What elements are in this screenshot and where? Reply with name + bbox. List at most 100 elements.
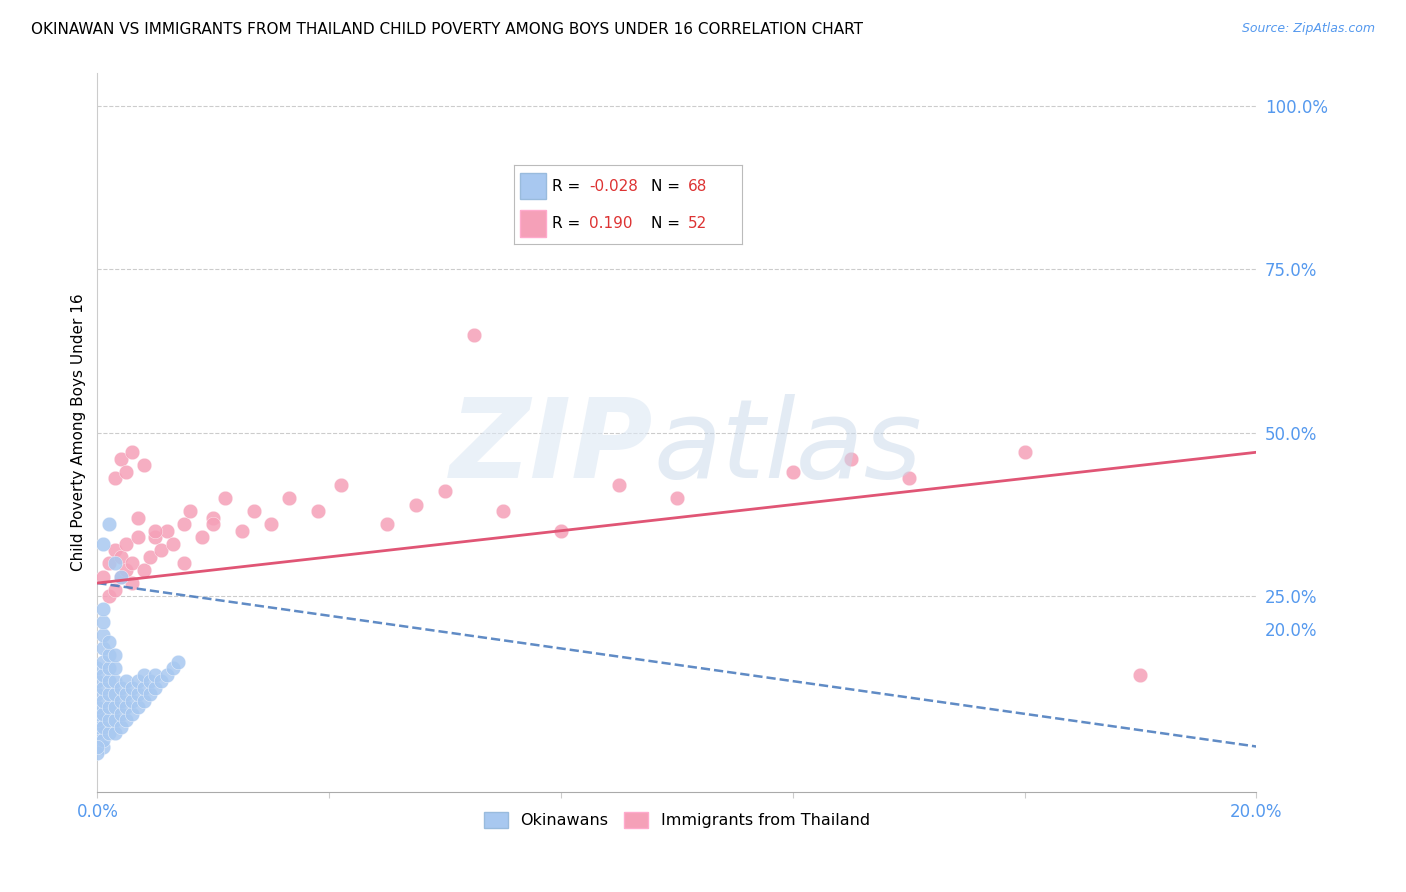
Bar <box>520 211 546 236</box>
Point <box>579 210 602 224</box>
Legend: Okinawans, Immigrants from Thailand: Okinawans, Immigrants from Thailand <box>477 805 876 835</box>
Point <box>127 687 149 701</box>
Point <box>91 667 114 681</box>
Point <box>110 569 132 583</box>
Point <box>104 557 127 571</box>
Point <box>127 510 149 524</box>
Point <box>115 687 138 701</box>
Point <box>104 700 127 714</box>
Point <box>86 687 108 701</box>
Point <box>104 543 127 558</box>
Point <box>91 628 114 642</box>
Point <box>97 726 120 740</box>
Point <box>86 674 108 689</box>
Point <box>202 517 225 532</box>
Point <box>138 549 160 564</box>
Point <box>91 655 114 669</box>
Point <box>243 504 266 518</box>
Point <box>121 445 143 459</box>
Point <box>231 524 253 538</box>
Point <box>782 465 804 479</box>
Point <box>115 563 138 577</box>
Point <box>97 589 120 603</box>
Point <box>138 674 160 689</box>
Point <box>110 694 132 708</box>
Point <box>91 720 114 734</box>
Point <box>121 557 143 571</box>
Point <box>97 714 120 728</box>
Point <box>86 739 108 754</box>
Point <box>115 714 138 728</box>
Text: 68: 68 <box>688 179 707 194</box>
Text: R =: R = <box>553 179 585 194</box>
Point <box>121 694 143 708</box>
Point <box>143 530 166 544</box>
Y-axis label: Child Poverty Among Boys Under 16: Child Poverty Among Boys Under 16 <box>72 293 86 572</box>
Point <box>110 706 132 721</box>
Point <box>1014 445 1036 459</box>
Point <box>104 726 127 740</box>
Text: N =: N = <box>651 179 685 194</box>
Point <box>91 569 114 583</box>
Point <box>86 720 108 734</box>
Point <box>143 667 166 681</box>
Point <box>110 720 132 734</box>
Point <box>121 706 143 721</box>
Point <box>150 543 173 558</box>
Point <box>132 458 155 473</box>
Point <box>550 524 572 538</box>
Point <box>97 687 120 701</box>
Point <box>434 484 457 499</box>
Bar <box>520 173 546 200</box>
Point <box>492 504 515 518</box>
Text: 52: 52 <box>688 216 707 231</box>
Point <box>91 681 114 695</box>
Point <box>91 537 114 551</box>
Point <box>329 478 352 492</box>
Point <box>86 739 108 754</box>
Point <box>91 694 114 708</box>
Point <box>167 655 190 669</box>
Point <box>115 700 138 714</box>
Text: R =: R = <box>553 216 591 231</box>
Point <box>190 530 212 544</box>
Point <box>607 478 630 492</box>
Point <box>307 504 329 518</box>
Point <box>97 648 120 662</box>
Point <box>127 700 149 714</box>
Point <box>110 549 132 564</box>
Point <box>91 706 114 721</box>
Point <box>162 537 184 551</box>
Point <box>179 504 201 518</box>
Point <box>121 681 143 695</box>
Point <box>104 661 127 675</box>
Point <box>127 530 149 544</box>
Point <box>91 641 114 656</box>
Point <box>405 498 427 512</box>
Point <box>104 648 127 662</box>
Point <box>104 582 127 597</box>
Point <box>138 687 160 701</box>
Point <box>110 451 132 466</box>
Point <box>86 661 108 675</box>
Point <box>104 471 127 485</box>
Point <box>104 674 127 689</box>
Point <box>97 674 120 689</box>
Text: ZIP: ZIP <box>450 393 654 500</box>
Point <box>97 635 120 649</box>
Text: Source: ZipAtlas.com: Source: ZipAtlas.com <box>1241 22 1375 36</box>
Point <box>110 569 132 583</box>
Point <box>86 733 108 747</box>
Point <box>121 576 143 591</box>
Point <box>97 557 120 571</box>
Point <box>375 517 398 532</box>
Point <box>132 694 155 708</box>
Text: 0.190: 0.190 <box>589 216 633 231</box>
Point <box>143 524 166 538</box>
Point <box>143 681 166 695</box>
Point <box>86 726 108 740</box>
Point <box>86 714 108 728</box>
Point <box>127 674 149 689</box>
Point <box>115 674 138 689</box>
Text: atlas: atlas <box>654 393 922 500</box>
